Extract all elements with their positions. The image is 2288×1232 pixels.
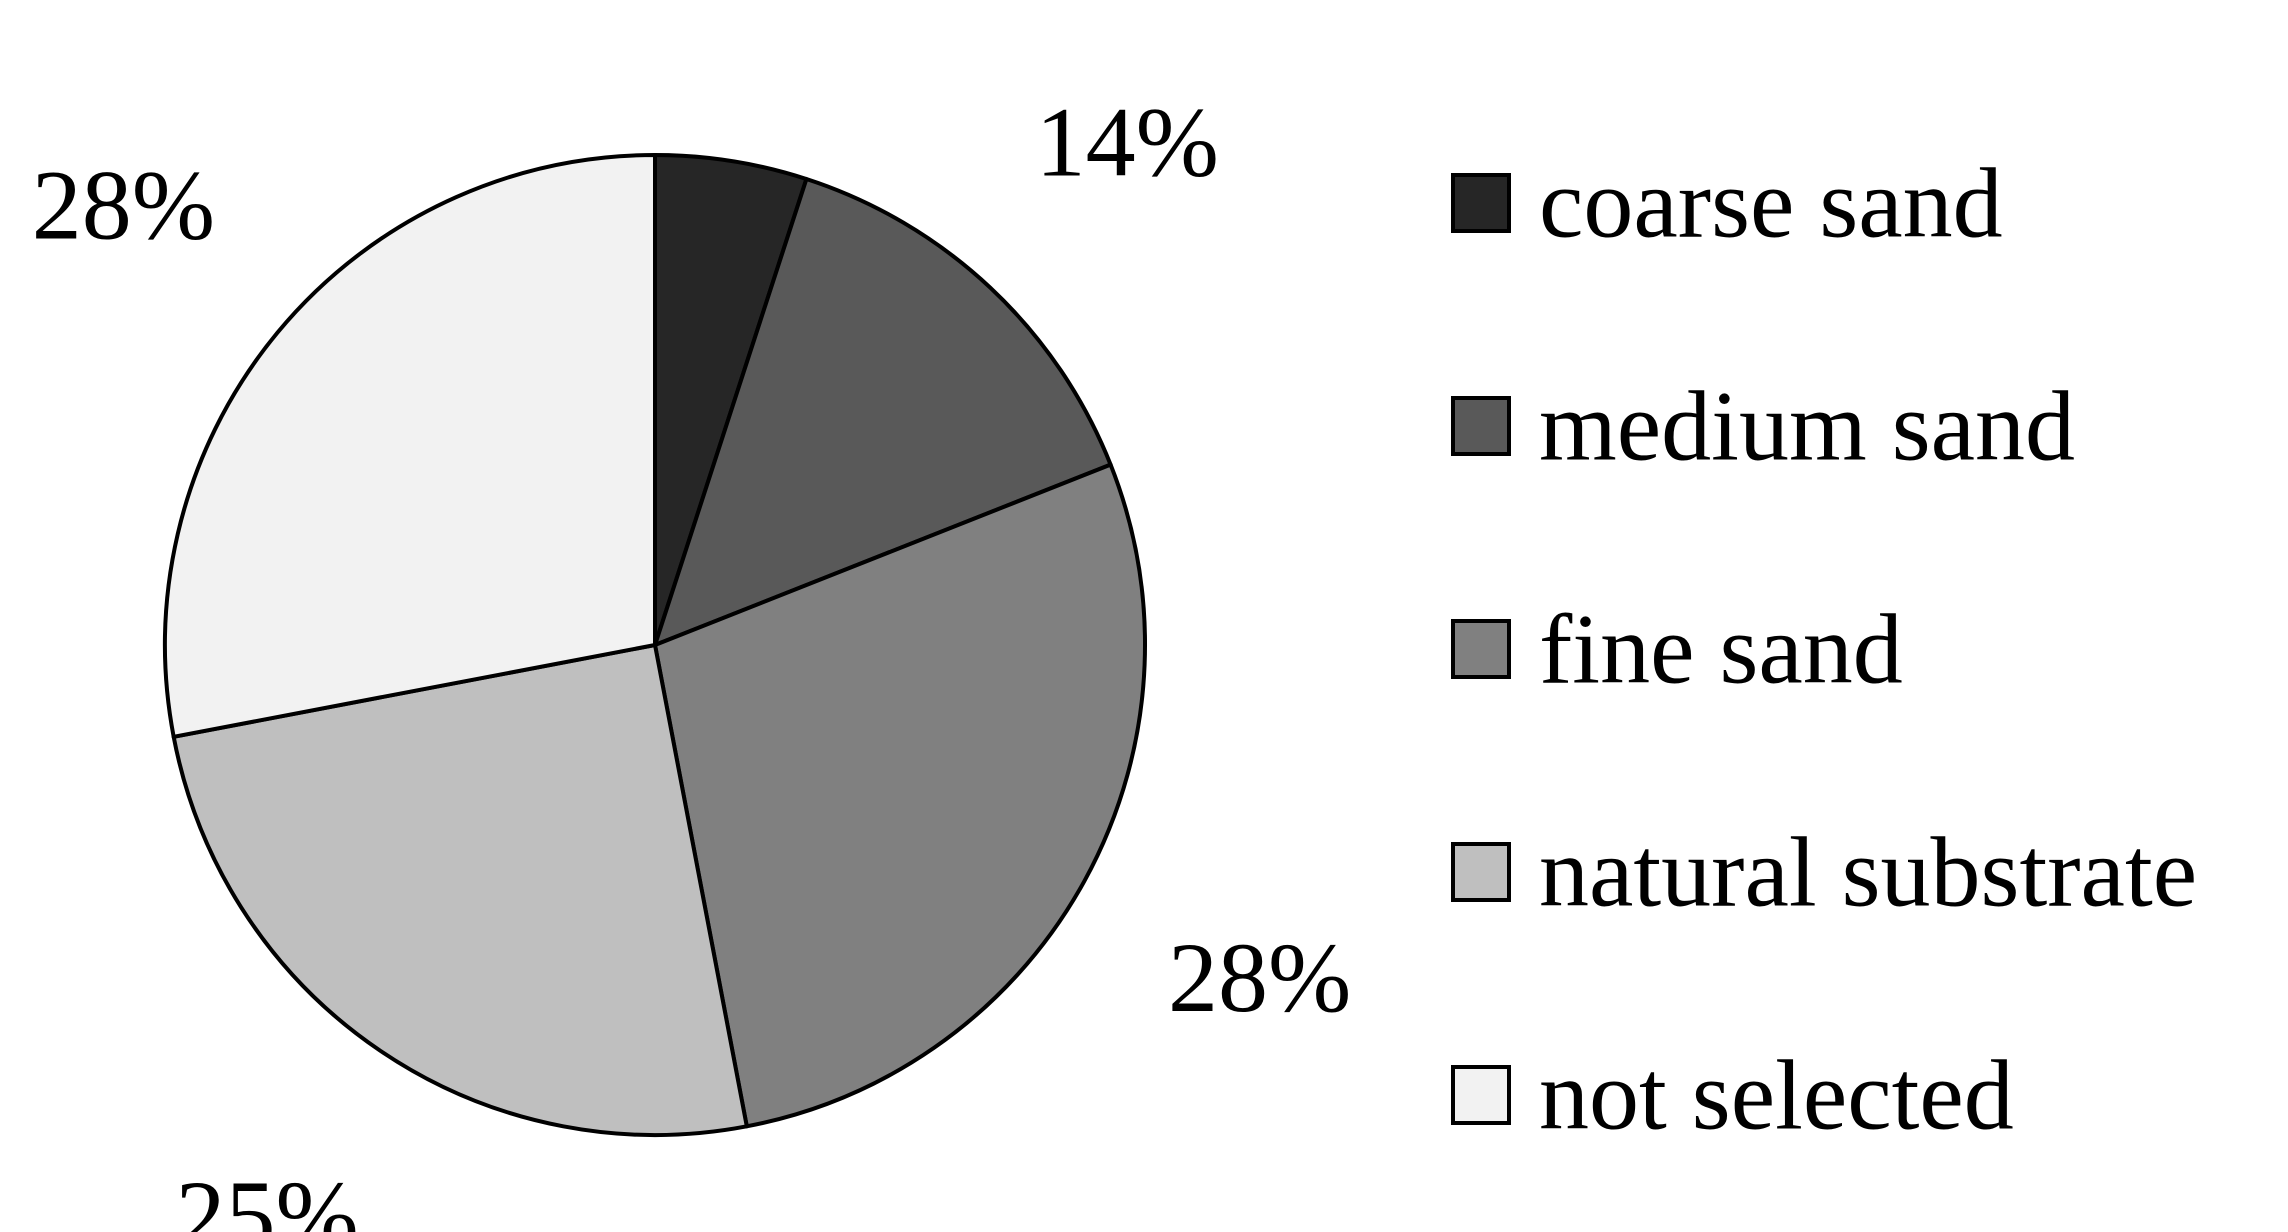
- legend-swatch-fine-sand: [1451, 619, 1511, 679]
- slice-label-medium-sand: 14%: [1036, 87, 1219, 198]
- pie-slice-not-selected: [163, 153, 657, 739]
- legend-label-natural-substrate: natural substrate: [1539, 817, 2197, 928]
- slice-label-coarse-sand: 5%: [696, 0, 829, 19]
- pie-slice-fine-sand: [653, 462, 1147, 1129]
- slice-label-fine-sand: 28%: [1168, 922, 1351, 1033]
- slice-label-not-selected: 28%: [32, 150, 215, 261]
- legend-label-coarse-sand: coarse sand: [1539, 148, 2003, 259]
- pie-slice-natural-substrate: [171, 643, 749, 1137]
- legend: coarse sand medium sand fine sand natural s…: [1451, 148, 2197, 1151]
- legend-swatch-not-selected: [1451, 1065, 1511, 1125]
- legend-label-not-selected: not selected: [1539, 1040, 2014, 1151]
- legend-label-fine-sand: fine sand: [1539, 594, 1903, 705]
- pie-labels: 5% 14% 28% 25% 28%: [32, 0, 1352, 1232]
- legend-swatch-medium-sand: [1451, 396, 1511, 456]
- legend-swatch-coarse-sand: [1451, 173, 1511, 233]
- legend-label-medium-sand: medium sand: [1539, 371, 2075, 482]
- pie-slices: [163, 153, 1147, 1137]
- pie-slice-medium-sand: [653, 176, 1113, 647]
- legend-swatch-natural-substrate: [1451, 842, 1511, 902]
- slice-label-natural-substrate: 25%: [176, 1160, 359, 1232]
